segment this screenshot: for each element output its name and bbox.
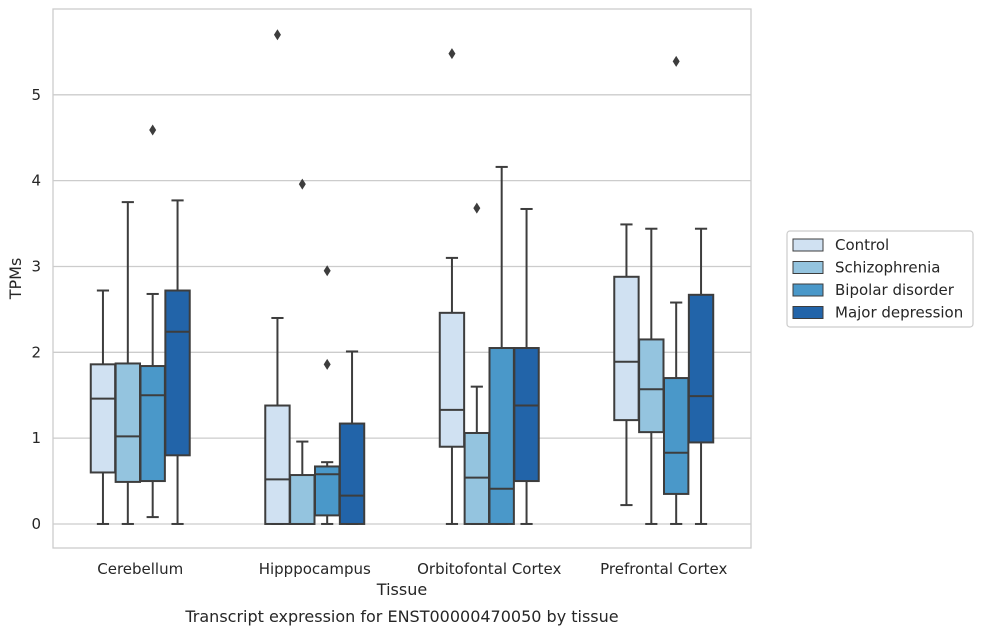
- y-tick-label: 4: [31, 172, 41, 190]
- box-iqr: [289, 474, 316, 525]
- outlier-point: [298, 178, 306, 190]
- box-iqr: [89, 363, 117, 474]
- outlier-point: [323, 358, 331, 370]
- legend-label: Schizophrenia: [835, 259, 940, 277]
- box-bipolar-disorder: [139, 124, 166, 519]
- legend: Control Schizophrenia Bipolar disorder Majo…: [786, 230, 974, 328]
- outlier-point: [323, 265, 331, 277]
- box-iqr: [513, 347, 540, 483]
- box-control: [89, 289, 117, 525]
- box-iqr: [638, 338, 665, 434]
- box-iqr: [139, 365, 166, 483]
- box-iqr: [662, 377, 690, 495]
- box-major-depression: [164, 199, 191, 525]
- legend-label: Major depression: [835, 304, 963, 322]
- outlier-point: [149, 124, 157, 136]
- y-tick-label: 3: [31, 257, 41, 275]
- box-iqr: [114, 362, 142, 483]
- plot-frame: [52, 8, 752, 549]
- chart-caption: Transcript expression for ENST0000047005…: [184, 607, 618, 626]
- outlier-point: [273, 29, 281, 41]
- box-iqr: [164, 289, 191, 457]
- x-tick-label: Hipppocampus: [259, 560, 371, 578]
- box-schizophrenia: [638, 227, 665, 525]
- outlier-point: [448, 48, 456, 60]
- y-tick-label: 2: [31, 343, 41, 361]
- legend-swatch: [792, 283, 824, 297]
- box-major-depression: [513, 207, 540, 525]
- y-tick-label: 0: [31, 515, 41, 533]
- box-iqr: [264, 404, 291, 525]
- box-schizophrenia: [463, 202, 491, 525]
- box-iqr: [438, 311, 466, 448]
- box-schizophrenia: [114, 201, 142, 525]
- box-iqr: [613, 275, 640, 422]
- box-major-depression: [338, 350, 366, 525]
- outlier-point: [473, 202, 481, 214]
- box-iqr: [488, 347, 515, 525]
- box-control: [613, 223, 640, 507]
- box-plots: [89, 29, 715, 525]
- x-tick-label: Cerebellum: [97, 560, 183, 578]
- box-schizophrenia: [289, 178, 316, 525]
- box-bipolar-disorder: [313, 265, 341, 525]
- legend-swatch: [792, 238, 824, 252]
- box-control: [264, 29, 291, 525]
- x-tick-label: Orbitofontal Cortex: [417, 560, 561, 578]
- legend-label: Bipolar disorder: [835, 281, 955, 299]
- box-control: [438, 48, 466, 525]
- legend-frame: [786, 230, 974, 328]
- box-iqr: [687, 293, 715, 444]
- box-major-depression: [687, 227, 715, 525]
- outlier-point: [672, 55, 680, 67]
- box-iqr: [338, 422, 366, 525]
- x-tick-labels: Cerebellum Hipppocampus Orbitofontal Corte…: [97, 560, 727, 578]
- y-tick-labels: 0 1 2 3 4 5: [31, 86, 41, 533]
- x-tick-label: Prefrontal Cortex: [600, 560, 727, 578]
- box-bipolar-disorder: [488, 165, 515, 525]
- legend-label: Control: [835, 236, 889, 254]
- box-bipolar-disorder: [662, 55, 690, 525]
- legend-swatch: [792, 306, 824, 319]
- y-tick-label: 5: [31, 86, 41, 104]
- x-axis-label: Tissue: [376, 580, 427, 599]
- y-axis-label: TPMs: [6, 258, 25, 301]
- y-tick-label: 1: [31, 429, 41, 447]
- legend-swatch: [792, 261, 824, 274]
